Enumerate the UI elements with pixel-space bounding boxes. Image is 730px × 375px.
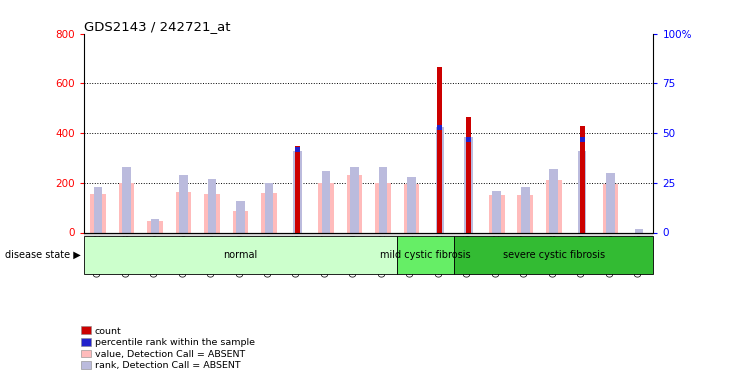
Legend: count, percentile rank within the sample, value, Detection Call = ABSENT, rank, : count, percentile rank within the sample… [81,327,255,370]
Bar [208,179,216,232]
Bar [233,211,248,232]
Bar [94,187,102,232]
Bar [237,201,245,232]
Bar [180,175,188,232]
Bar [464,137,472,232]
Bar [318,183,334,232]
Bar [84,236,397,274]
Bar [265,183,273,232]
Bar [147,221,163,232]
Bar [379,167,387,232]
Bar [546,180,561,232]
Bar [603,184,618,232]
Text: normal: normal [223,250,258,260]
Bar [295,146,300,232]
Text: mild cystic fibrosis: mild cystic fibrosis [380,250,471,260]
Bar [466,136,471,142]
Bar [295,147,300,152]
Bar [404,184,419,232]
Text: severe cystic fibrosis: severe cystic fibrosis [503,250,604,260]
Bar [466,117,471,232]
Bar [436,127,444,232]
Bar [454,236,653,274]
Bar [493,191,501,232]
Text: disease state ▶: disease state ▶ [4,250,80,260]
Bar [176,192,191,232]
Bar [91,194,106,232]
Bar [518,195,533,232]
Bar [580,126,585,232]
Bar [635,228,643,232]
Bar [119,183,134,232]
Bar [437,67,442,232]
Bar [350,167,358,232]
Bar [578,151,586,232]
Bar [489,195,504,232]
Bar [123,167,131,232]
Bar [293,151,301,232]
Bar [437,124,442,130]
Bar [521,187,529,232]
Bar [347,176,362,232]
Bar [261,193,277,232]
Bar [204,194,220,232]
Bar [407,177,415,232]
Bar [151,219,159,232]
Bar [397,236,454,274]
Bar [607,173,615,232]
Bar [550,169,558,232]
Bar [580,136,585,142]
Bar [375,183,391,232]
Bar [322,171,330,232]
Text: GDS2143 / 242721_at: GDS2143 / 242721_at [84,20,231,33]
